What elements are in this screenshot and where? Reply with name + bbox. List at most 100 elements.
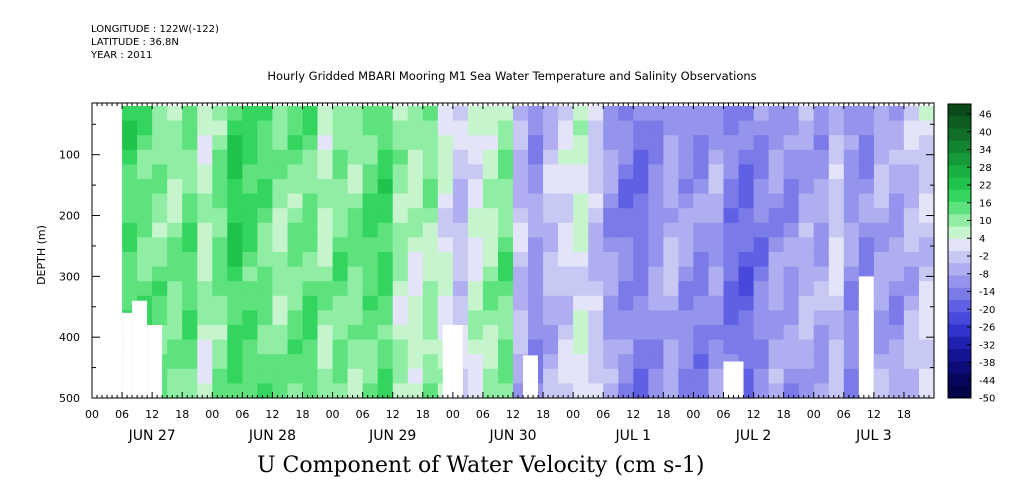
heatmap-cell (212, 193, 228, 209)
heatmap-cell (152, 222, 168, 238)
heatmap-cell (467, 106, 484, 122)
heatmap-cell (543, 208, 559, 224)
heatmap-cell (723, 120, 740, 136)
heatmap-cell (392, 354, 409, 370)
heatmap-cell (272, 208, 288, 224)
heatmap-cell (287, 368, 304, 384)
heatmap-cell (573, 339, 589, 355)
heatmap-cell (648, 179, 664, 195)
missing-data-mask (122, 276, 874, 398)
heatmap-cell (212, 164, 228, 180)
heatmap-cell (738, 179, 755, 195)
heatmap-cell (618, 339, 634, 355)
heatmap-cell (919, 281, 935, 297)
heatmap-cell (843, 135, 860, 151)
heatmap-cell (618, 120, 634, 136)
heatmap-cell (422, 295, 439, 311)
heatmap-cell (287, 252, 304, 268)
heatmap-cell (768, 383, 785, 399)
heatmap-cell (332, 149, 349, 165)
heatmap-cell (828, 339, 845, 355)
heatmap-cell (392, 266, 409, 282)
colorbar-tick-label: -44 (979, 376, 995, 387)
heatmap-cell (843, 383, 860, 399)
heatmap-cell (693, 281, 709, 297)
colorbar-swatch (948, 214, 971, 227)
heatmap-cell (227, 368, 243, 384)
heatmap-cell (122, 252, 138, 268)
heatmap-cell (407, 252, 424, 268)
heatmap-cell (693, 193, 709, 209)
heatmap-cell (437, 208, 454, 224)
heatmap-cell (543, 149, 559, 165)
heatmap-cell (197, 237, 213, 253)
colorbar-swatch (948, 275, 971, 289)
colorbar-tick-label: 46 (979, 110, 992, 121)
heatmap-cell (708, 383, 725, 399)
heatmap-cell (618, 310, 634, 326)
heatmap-cell (558, 252, 574, 268)
heatmap-cell (513, 106, 529, 122)
heatmap-cell (663, 237, 679, 253)
heatmap-cell (167, 149, 183, 165)
heatmap-cell (257, 106, 273, 122)
heatmap-cell (197, 193, 213, 209)
heatmap-cell (122, 135, 138, 151)
heatmap-cell (633, 281, 649, 297)
heatmap-cell (693, 310, 709, 326)
heatmap-cell (738, 120, 755, 136)
heatmap-cell (272, 135, 288, 151)
heatmap-cell (543, 310, 559, 326)
heatmap-cell (302, 164, 319, 180)
heatmap-cell (588, 149, 604, 165)
heatmap-cell (302, 135, 319, 151)
heatmap-cell (302, 179, 319, 195)
heatmap-cell (618, 237, 634, 253)
heatmap-cell (783, 193, 800, 209)
heatmap-cell (919, 252, 935, 268)
heatmap-cell (618, 222, 634, 238)
heatmap-cell (122, 222, 138, 238)
heatmap-cell (362, 354, 379, 370)
x-tick-label: 06 (596, 408, 610, 421)
heatmap-cell (828, 266, 845, 282)
heatmap-cell (633, 295, 649, 311)
heatmap-cell (347, 266, 364, 282)
heatmap-cell (227, 383, 243, 399)
heatmap-cell (648, 208, 664, 224)
heatmap-cell (257, 208, 273, 224)
heatmap-cell (482, 295, 499, 311)
heatmap-cell (422, 237, 439, 253)
heatmap-cell (663, 222, 679, 238)
heatmap-cell (287, 135, 304, 151)
heatmap-cell (347, 222, 364, 238)
y-tick-label: 200 (59, 210, 80, 223)
heatmap-cell (528, 164, 544, 180)
heatmap-cell (197, 179, 213, 195)
colorbar-swatch (948, 140, 971, 154)
heatmap-cell (482, 222, 499, 238)
heatmap-cell (332, 164, 349, 180)
heatmap-cell (603, 193, 619, 209)
heatmap-cell (362, 179, 379, 195)
heatmap-cell (347, 208, 364, 224)
heatmap-cell (272, 120, 288, 136)
heatmap-cell (588, 383, 604, 399)
heatmap-cell (919, 179, 935, 195)
heatmap-cell (317, 368, 334, 384)
heatmap-cell (723, 193, 740, 209)
heatmap-cell (377, 120, 394, 136)
heatmap-cell (422, 120, 439, 136)
heatmap-cell (212, 252, 228, 268)
heatmap-cell (888, 281, 905, 297)
heatmap-cell (663, 179, 679, 195)
heatmap-cell (437, 135, 454, 151)
heatmap-cell (903, 237, 920, 253)
heatmap-cell (648, 120, 664, 136)
heatmap-cell (648, 135, 664, 151)
heatmap-cell (482, 383, 499, 399)
heatmap-cell (167, 237, 183, 253)
x-tick-label: 18 (656, 408, 670, 421)
heatmap-cell (858, 149, 875, 165)
heatmap-cell (212, 368, 228, 384)
